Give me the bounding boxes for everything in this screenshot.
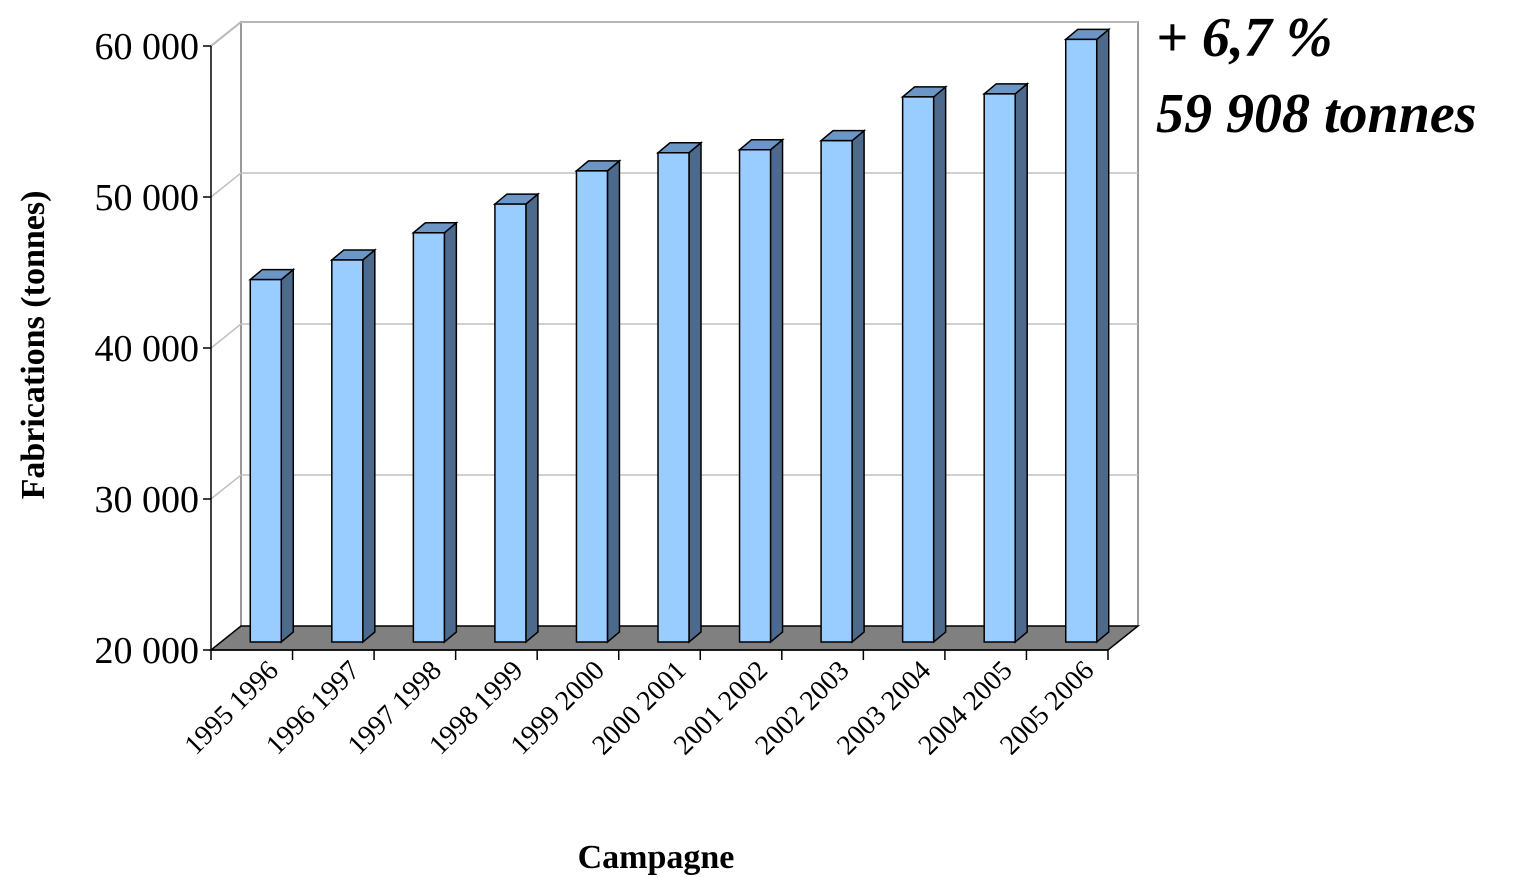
bar xyxy=(574,159,622,644)
bar-front xyxy=(657,152,690,643)
bar-front xyxy=(331,259,364,643)
bar-side xyxy=(932,85,947,644)
bar-front xyxy=(901,96,935,643)
y-tick-label: 20 000 xyxy=(95,630,200,672)
bars xyxy=(248,27,1111,644)
y-tick-label: 30 000 xyxy=(95,479,200,521)
bar-side xyxy=(362,248,376,644)
gridline xyxy=(210,21,1138,47)
bar-side xyxy=(1095,27,1110,644)
bar-side xyxy=(688,141,702,644)
bar-side xyxy=(851,129,865,644)
bar xyxy=(411,221,459,644)
bar xyxy=(819,129,867,644)
y-tick-label: 40 000 xyxy=(95,328,200,370)
bar-side xyxy=(525,192,539,644)
bar xyxy=(329,248,377,644)
y-tick-labels: 20 000 30 000 40 000 50 000 60 000 xyxy=(95,26,200,672)
bar-front xyxy=(575,170,609,643)
bar xyxy=(900,85,948,644)
bar xyxy=(655,141,704,644)
bar xyxy=(492,192,540,644)
bar xyxy=(982,82,1030,644)
bar-side xyxy=(769,138,784,644)
growth-annotation: + 6,7 % xyxy=(1156,7,1333,69)
bar xyxy=(248,267,296,644)
bar-side xyxy=(606,159,621,644)
bar-front xyxy=(983,93,1016,643)
bar xyxy=(1063,27,1111,644)
bar-front xyxy=(1064,38,1098,643)
y-tick-label: 50 000 xyxy=(95,177,200,219)
bar-front xyxy=(494,203,527,643)
bar xyxy=(737,138,785,644)
bar-side xyxy=(1014,82,1028,644)
bar-front xyxy=(820,139,853,643)
x-axis-title: Campagne xyxy=(578,839,735,876)
bar-front xyxy=(249,278,283,643)
y-tick-label: 60 000 xyxy=(95,26,200,68)
bar-side xyxy=(280,267,295,644)
total-annotation: 59 908 tonnes xyxy=(1156,83,1477,145)
bar-front xyxy=(738,148,772,643)
axes xyxy=(203,45,1109,660)
bar-side xyxy=(443,221,458,644)
bar-front xyxy=(412,232,446,643)
y-axis-title: Fabrications (tonnes) xyxy=(15,191,52,500)
